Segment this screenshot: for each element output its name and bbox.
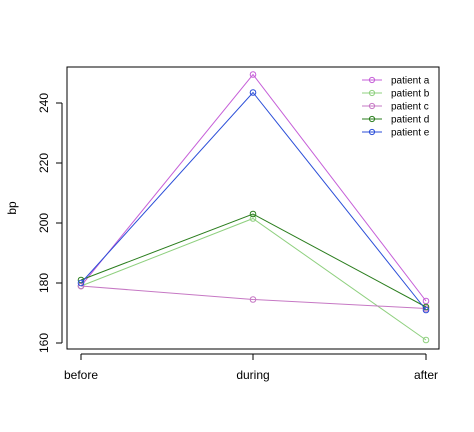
series-line xyxy=(80,91,427,311)
data-point xyxy=(249,210,257,218)
series-patient-b xyxy=(77,215,430,344)
legend-swatch-point xyxy=(368,115,376,123)
y-tick-label: 220 xyxy=(37,153,51,173)
legend-swatch-point xyxy=(368,102,376,110)
legend-label: patient a xyxy=(391,76,430,87)
data-point xyxy=(249,89,257,96)
legend-label: patient e xyxy=(391,128,430,139)
y-axis: 160 180 200 220 240 xyxy=(37,93,63,353)
series-line xyxy=(80,73,427,302)
x-axis: before during after xyxy=(64,353,438,382)
plot-box xyxy=(66,66,440,350)
y-axis-label: bp xyxy=(5,201,19,215)
series-patient-e xyxy=(77,89,430,314)
data-point xyxy=(249,71,257,78)
data-point xyxy=(249,215,257,222)
series-patient-c xyxy=(77,282,430,312)
legend-swatch-point xyxy=(368,128,376,136)
legend-label: patient c xyxy=(391,102,429,113)
legend: patient a patient b patient c patient d pati… xyxy=(362,76,430,139)
x-tick-label: during xyxy=(236,368,269,382)
legend-label: patient d xyxy=(391,115,429,126)
legend-swatch-point xyxy=(368,89,376,97)
legend-item: patient d xyxy=(362,115,429,126)
legend-item: patient e xyxy=(362,128,430,139)
y-tick-label: 160 xyxy=(37,333,51,353)
legend-item: patient b xyxy=(362,89,430,100)
series-line xyxy=(80,217,427,341)
data-point xyxy=(77,279,85,287)
legend-item: patient a xyxy=(362,76,430,87)
data-point xyxy=(249,296,257,303)
series-patient-d xyxy=(77,210,430,311)
series-line xyxy=(80,213,427,308)
series-patient-a xyxy=(77,71,430,305)
y-tick-label: 200 xyxy=(37,213,51,233)
series-line xyxy=(80,285,427,309)
x-tick-label: before xyxy=(64,368,98,382)
legend-item: patient c xyxy=(362,102,429,113)
legend-label: patient b xyxy=(391,89,430,100)
x-tick-label: after xyxy=(414,368,438,382)
y-tick-label: 240 xyxy=(37,93,51,113)
data-point xyxy=(422,336,430,344)
series-layer xyxy=(77,71,430,344)
y-tick-label: 180 xyxy=(37,273,51,293)
legend-swatch-point xyxy=(368,76,376,84)
data-point xyxy=(422,306,430,314)
